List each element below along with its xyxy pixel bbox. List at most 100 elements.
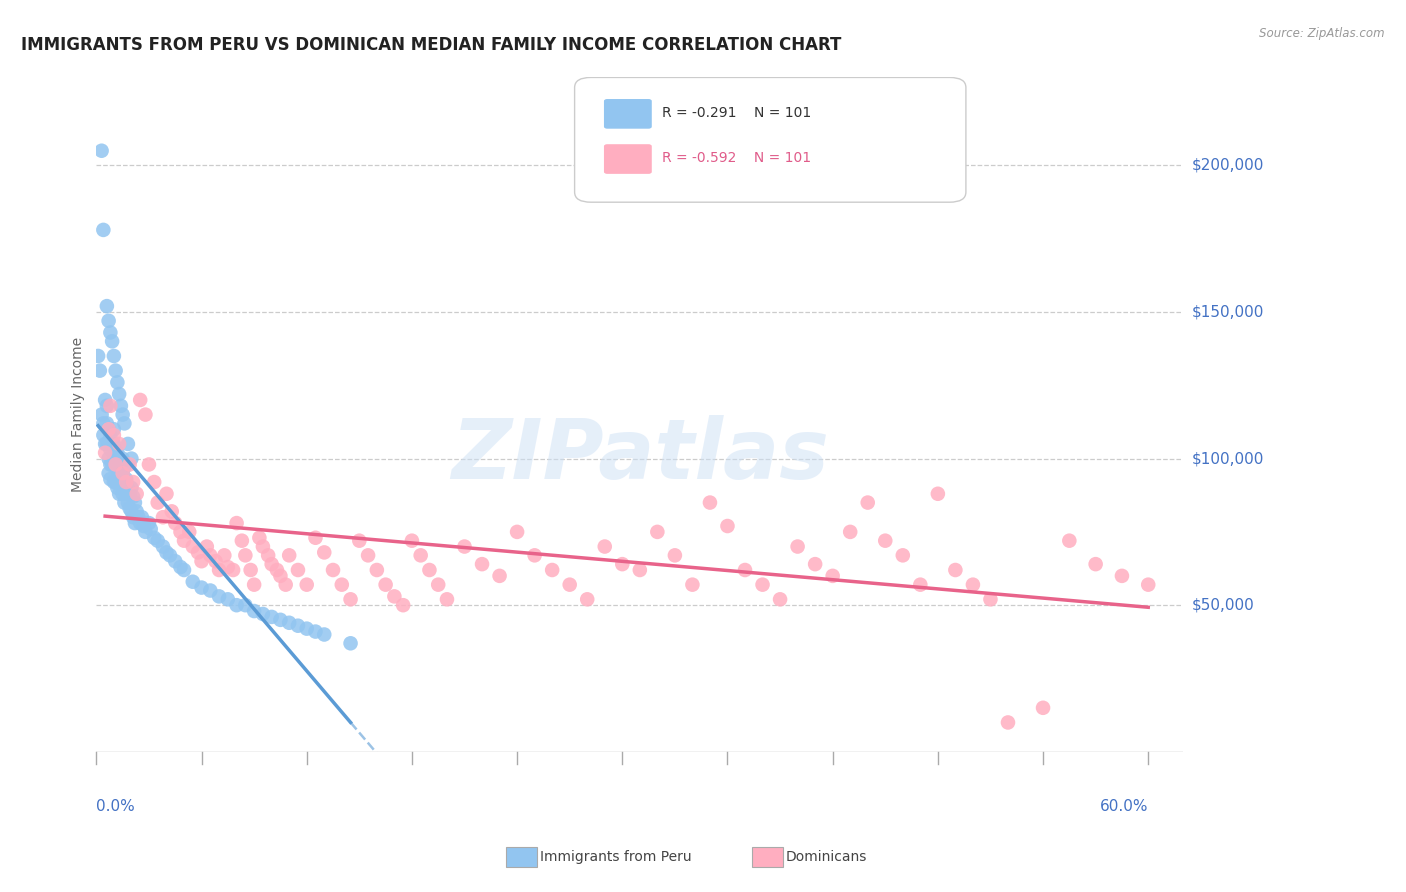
Point	[266, 563, 288, 577]
Point	[962, 577, 984, 591]
Point	[165, 516, 187, 530]
Point	[120, 451, 142, 466]
Point	[125, 504, 148, 518]
Point	[247, 531, 270, 545]
Point	[225, 598, 247, 612]
Point	[647, 524, 669, 539]
Point	[200, 549, 222, 563]
Point	[409, 549, 432, 563]
Point	[146, 533, 169, 548]
Point	[100, 326, 122, 340]
Point	[1084, 557, 1107, 571]
Point	[751, 577, 773, 591]
Point	[100, 442, 122, 457]
Point	[97, 437, 120, 451]
Point	[87, 349, 110, 363]
Point	[108, 387, 131, 401]
Point	[152, 510, 174, 524]
Point	[231, 533, 253, 548]
Point	[103, 475, 125, 489]
Point	[314, 627, 336, 641]
Point	[152, 540, 174, 554]
Point	[111, 467, 134, 481]
Text: 60.0%: 60.0%	[1099, 798, 1149, 814]
Point	[94, 437, 117, 451]
Point	[97, 422, 120, 436]
Point	[330, 577, 353, 591]
Point	[93, 417, 115, 431]
Point	[314, 545, 336, 559]
Point	[349, 533, 371, 548]
Point	[108, 451, 131, 466]
Point	[523, 549, 546, 563]
Point	[120, 481, 142, 495]
Point	[1032, 700, 1054, 714]
Point	[427, 577, 450, 591]
Point	[169, 560, 191, 574]
Point	[269, 569, 291, 583]
Point	[115, 475, 138, 489]
Y-axis label: Median Family Income: Median Family Income	[72, 337, 86, 492]
Point	[252, 540, 274, 554]
Point	[104, 458, 127, 472]
Point	[734, 563, 756, 577]
Point	[366, 563, 388, 577]
Point	[374, 577, 396, 591]
Point	[105, 446, 128, 460]
Point	[104, 364, 127, 378]
Point	[97, 422, 120, 436]
Point	[117, 437, 139, 451]
Point	[287, 618, 309, 632]
Point	[159, 549, 181, 563]
Point	[195, 540, 218, 554]
Point	[146, 495, 169, 509]
Point	[118, 501, 141, 516]
Point	[260, 610, 283, 624]
Point	[278, 549, 301, 563]
Point	[155, 487, 177, 501]
Point	[134, 408, 156, 422]
Point	[118, 487, 141, 501]
Point	[129, 392, 152, 407]
Point	[105, 481, 128, 495]
Point	[769, 592, 792, 607]
Point	[89, 364, 111, 378]
Point	[110, 399, 132, 413]
Point	[101, 458, 124, 472]
Text: R = -0.291    N = 101: R = -0.291 N = 101	[662, 106, 811, 120]
Text: $150,000: $150,000	[1192, 304, 1264, 319]
Point	[927, 487, 949, 501]
Point	[208, 563, 231, 577]
Point	[699, 495, 721, 509]
Point	[239, 563, 262, 577]
Point	[418, 563, 440, 577]
Point	[243, 604, 266, 618]
Point	[235, 549, 257, 563]
Point	[664, 549, 686, 563]
Point	[401, 533, 423, 548]
Point	[96, 399, 118, 413]
Point	[103, 428, 125, 442]
Point	[138, 516, 160, 530]
Point	[243, 577, 266, 591]
Point	[112, 495, 135, 509]
Point	[143, 475, 166, 489]
Text: $200,000: $200,000	[1192, 158, 1264, 173]
Point	[124, 516, 146, 530]
Point	[179, 524, 201, 539]
Point	[115, 487, 138, 501]
Point	[204, 554, 226, 568]
Point	[94, 446, 117, 460]
Point	[1111, 569, 1133, 583]
Point	[322, 563, 344, 577]
Point	[155, 545, 177, 559]
Point	[96, 437, 118, 451]
Point	[214, 549, 236, 563]
Point	[112, 460, 135, 475]
Point	[111, 467, 134, 481]
Point	[100, 399, 122, 413]
Point	[120, 504, 142, 518]
Point	[97, 314, 120, 328]
Point	[436, 592, 458, 607]
Point	[384, 590, 406, 604]
